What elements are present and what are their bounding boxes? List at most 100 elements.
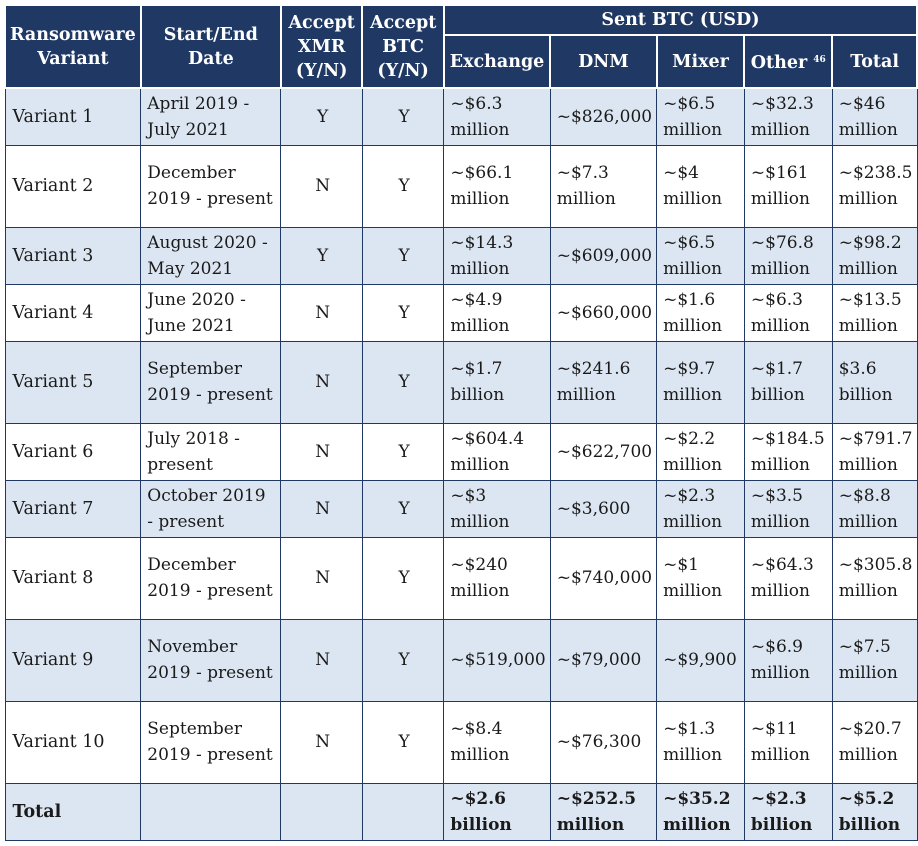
exchange-cell: ~$8.4 million [443, 700, 551, 784]
exchange-cell: ~$66.1 million [443, 144, 551, 228]
table-row: Variant 8 December 2019 - present N Y ~$240 … [4, 536, 918, 620]
exchange-cell: ~$4.9 million [443, 283, 551, 342]
total-row: Total ~$2.6 billion ~$252.5 million ~$35.2 … [4, 782, 918, 841]
mixer-cell: ~$9,900 [656, 618, 745, 702]
dnm-cell: ~$241.6 million [549, 340, 658, 424]
dates-cell: December 2019 - present [140, 536, 282, 620]
variant-cell: Variant 1 [4, 87, 142, 146]
variant-cell: Variant 5 [4, 340, 142, 424]
header-other-label: Other [750, 53, 808, 73]
header-exchange: Exchange [442, 34, 552, 89]
variant-cell: Variant 7 [4, 479, 142, 538]
accept-xmr-cell: Y [280, 226, 363, 285]
dates-cell: September 2019 - present [140, 700, 282, 784]
mixer-cell: ~$6.5 million [656, 87, 745, 146]
accept-btc-cell: Y [361, 700, 445, 784]
mixer-cell: ~$9.7 million [656, 340, 745, 424]
accept-xmr-cell: N [280, 144, 363, 228]
other-cell: ~$11 million [743, 700, 833, 784]
header-other-footnote: 46 [813, 55, 826, 65]
table-body: Variant 1 April 2019 - July 2021 Y Y ~$6.3 m… [4, 87, 918, 841]
total-cell: ~$7.5 million [831, 618, 918, 702]
accept-xmr-cell: N [280, 618, 363, 702]
total-cell: ~$305.8 million [831, 536, 918, 620]
other-cell: ~$6.9 million [743, 618, 833, 702]
total-label-cell: Total [4, 782, 142, 841]
accept-xmr-cell: N [280, 479, 363, 538]
table-row: Variant 3 August 2020 - May 2021 Y Y ~$14.3 … [4, 226, 918, 285]
dates-cell: November 2019 - present [140, 618, 282, 702]
table-row: Variant 10 September 2019 - present N Y ~$8.… [4, 700, 918, 784]
accept-btc-cell: Y [361, 226, 445, 285]
variant-cell: Variant 2 [4, 144, 142, 228]
total-total-cell: ~$5.2 billion [831, 782, 918, 841]
header-mixer: Mixer [655, 34, 746, 89]
dates-cell: April 2019 - July 2021 [140, 87, 282, 146]
mixer-cell: ~$1.6 million [656, 283, 745, 342]
table-row: Variant 9 November 2019 - present N Y ~$519,… [4, 618, 918, 702]
total-cell: ~$98.2 million [831, 226, 918, 285]
dnm-cell: ~$740,000 [549, 536, 658, 620]
dates-cell: December 2019 - present [140, 144, 282, 228]
accept-xmr-cell: Y [280, 87, 363, 146]
dates-cell: October 2019 - present [140, 479, 282, 538]
exchange-cell: ~$14.3 million [443, 226, 551, 285]
total-cell: ~$46 million [831, 87, 918, 146]
header-total: Total [831, 34, 918, 89]
variant-cell: Variant 10 [4, 700, 142, 784]
dates-cell: June 2020 - June 2021 [140, 283, 282, 342]
header-accept-btc: Accept BTC (Y/N) [361, 4, 445, 89]
header-sent-btc-group: Sent BTC (USD) [442, 4, 918, 36]
header-accept-xmr: Accept XMR (Y/N) [279, 4, 364, 89]
accept-xmr-cell: N [280, 283, 363, 342]
ransomware-btc-table: Ransomware Variant Start/End Date Accept… [4, 4, 918, 841]
total-other-cell: ~$2.3 billion [743, 782, 833, 841]
mixer-cell: ~$6.5 million [656, 226, 745, 285]
mixer-cell: ~$1.3 million [656, 700, 745, 784]
exchange-cell: ~$1.7 billion [443, 340, 551, 424]
table-row: Variant 7 October 2019 - present N Y ~$3 mil… [4, 479, 918, 538]
exchange-cell: ~$6.3 million [443, 87, 551, 146]
dates-cell: August 2020 - May 2021 [140, 226, 282, 285]
header-variant: Ransomware Variant [4, 4, 142, 89]
table-row: Variant 6 July 2018 - present N Y ~$604.4 mi… [4, 422, 918, 481]
table-row: Variant 5 September 2019 - present N Y ~$1.7… [4, 340, 918, 424]
mixer-cell: ~$4 million [656, 144, 745, 228]
header-other: Other 46 [743, 34, 834, 89]
dnm-cell: ~$609,000 [549, 226, 658, 285]
accept-btc-cell: Y [361, 283, 445, 342]
total-cell: ~$791.7 million [831, 422, 918, 481]
variant-cell: Variant 8 [4, 536, 142, 620]
accept-btc-cell: Y [361, 618, 445, 702]
ransomware-table-container: Ransomware Variant Start/End Date Accept… [4, 4, 918, 841]
header-dates: Start/End Date [139, 4, 282, 89]
mixer-cell: ~$2.3 million [656, 479, 745, 538]
exchange-cell: ~$3 million [443, 479, 551, 538]
mixer-cell: ~$1 million [656, 536, 745, 620]
table-row: Variant 4 June 2020 - June 2021 N Y ~$4.9 mi… [4, 283, 918, 342]
total-cell: $3.6 billion [831, 340, 918, 424]
variant-cell: Variant 9 [4, 618, 142, 702]
other-cell: ~$161 million [743, 144, 833, 228]
exchange-cell: ~$240 million [443, 536, 551, 620]
variant-cell: Variant 4 [4, 283, 142, 342]
total-empty-cell [361, 782, 445, 841]
accept-xmr-cell: N [280, 422, 363, 481]
total-empty-cell [140, 782, 282, 841]
accept-btc-cell: Y [361, 479, 445, 538]
total-cell: ~$20.7 million [831, 700, 918, 784]
dnm-cell: ~$622,700 [549, 422, 658, 481]
dnm-cell: ~$79,000 [549, 618, 658, 702]
table-row: Variant 2 December 2019 - present N Y ~$66.1… [4, 144, 918, 228]
accept-btc-cell: Y [361, 87, 445, 146]
dnm-cell: ~$660,000 [549, 283, 658, 342]
header-dnm: DNM [549, 34, 658, 89]
other-cell: ~$64.3 million [743, 536, 833, 620]
dnm-cell: ~$826,000 [549, 87, 658, 146]
dnm-cell: ~$7.3 million [549, 144, 658, 228]
other-cell: ~$76.8 million [743, 226, 833, 285]
accept-xmr-cell: N [280, 536, 363, 620]
exchange-cell: ~$519,000 [443, 618, 551, 702]
table-row: Variant 1 April 2019 - July 2021 Y Y ~$6.3 m… [4, 87, 918, 146]
other-cell: ~$32.3 million [743, 87, 833, 146]
